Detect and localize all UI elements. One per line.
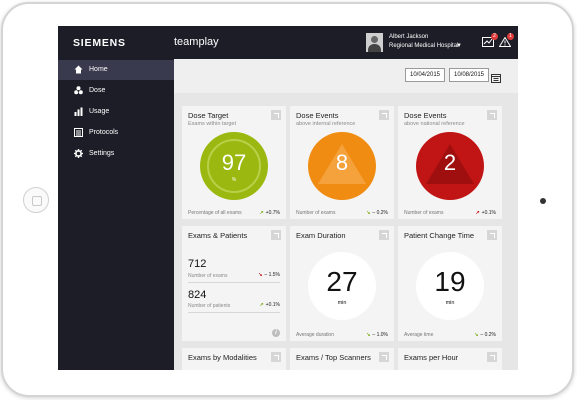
card-footer: Average duration [296, 332, 334, 338]
sidebar-item-usage[interactable]: Usage [58, 102, 174, 122]
card-title: Exams per Hour [404, 353, 459, 362]
expand-icon[interactable] [271, 352, 281, 362]
exams-trend: ↘ – 1.5% [258, 272, 280, 278]
app-name: teamplay [174, 36, 219, 48]
alert-badge: 1 [507, 33, 514, 40]
card-title: Patient Change Time [404, 231, 475, 240]
metric-value: 19 [434, 266, 466, 297]
sidebar-item-home[interactable]: Home [58, 60, 174, 80]
sidebar-item-dose[interactable]: Dose [58, 81, 174, 101]
card-exams-by-modalities[interactable]: Exams by Modalities [182, 348, 286, 370]
card-footer: Number of exams [296, 210, 336, 216]
card-dose-events-internal[interactable]: Dose Events above internal reference 8 N… [290, 106, 394, 219]
card-title: Exams by Modalities [188, 353, 257, 362]
expand-icon[interactable] [487, 352, 497, 362]
date-to-field[interactable]: 10/08/2015 [449, 68, 489, 82]
user-avatar[interactable] [366, 33, 383, 52]
top-bar: SIEMENS teamplay Albert Jackson Regional… [58, 26, 518, 59]
sidebar-item-settings[interactable]: Settings [58, 144, 174, 164]
radiation-icon [74, 86, 84, 96]
card-subtitle: Exams within target [188, 121, 236, 127]
gauge-value: 97 [221, 150, 247, 175]
divider [188, 282, 280, 283]
date-range-bar: 10/04/2015 10/08/2015 [174, 59, 518, 93]
card-exams-top-scanners[interactable]: Exams / Top Scanners [290, 348, 394, 370]
card-footer: Percentage of all exams [188, 210, 242, 216]
date-from-field[interactable]: 10/04/2015 [405, 68, 445, 82]
card-title: Exams & Patients [188, 231, 248, 240]
expand-icon[interactable] [271, 230, 281, 240]
card-title: Exam Duration [296, 231, 346, 240]
sidebar-item-label: Dose [89, 87, 106, 94]
chart-notification-icon[interactable] [482, 37, 496, 48]
sidebar-item-protocols[interactable]: Protocols [58, 123, 174, 143]
warning-icon[interactable] [499, 37, 513, 48]
divider [188, 312, 280, 313]
card-exams-per-hour[interactable]: Exams per Hour [398, 348, 502, 370]
home-icon [74, 65, 84, 75]
brand-logo: SIEMENS [73, 37, 126, 49]
sidebar-item-label: Protocols [89, 129, 119, 136]
expand-icon[interactable] [487, 110, 497, 120]
card-exam-duration[interactable]: Exam Duration 27 min Average duration ↘ –… [290, 226, 394, 341]
user-organization[interactable]: Regional Medical Hospital [389, 43, 459, 49]
trend-indicator: ↗ +0.1% [475, 210, 496, 216]
gauge-unit: % [231, 177, 237, 183]
sidebar-item-label: Home [89, 66, 108, 73]
sidebar: Home Dose Usage Protocols Settings [58, 59, 174, 370]
expand-icon[interactable] [379, 352, 389, 362]
patients-count: 824 [188, 289, 207, 301]
metric-unit: min [445, 300, 455, 306]
exam-duration-circle: 27 min [308, 252, 376, 320]
tablet-camera [540, 198, 546, 204]
metric-unit: min [337, 300, 347, 306]
tablet-home-button[interactable] [23, 187, 49, 213]
card-footer: Average time [404, 332, 434, 338]
metric-value: 27 [326, 266, 358, 297]
protocol-list-icon [74, 128, 84, 138]
card-patient-change-time[interactable]: Patient Change Time 19 min Average time … [398, 226, 502, 341]
patients-count-label: Number of patients [188, 303, 231, 309]
calendar-icon[interactable] [491, 70, 501, 83]
card-title: Dose Events [296, 111, 339, 120]
card-subtitle: above internal reference [296, 121, 356, 127]
exams-count-label: Number of exams [188, 273, 228, 279]
trend-indicator: ↘ – 0.2% [366, 210, 388, 216]
card-exams-patients[interactable]: Exams & Patients 712 Number of exams ↘ – … [182, 226, 286, 341]
dose-target-gauge: 97 % [200, 132, 268, 200]
expand-icon[interactable] [379, 230, 389, 240]
sidebar-item-label: Settings [89, 150, 115, 157]
gauge-value: 2 [443, 150, 457, 175]
patients-trend: ↗ +0.1% [259, 302, 280, 308]
patient-change-circle: 19 min [416, 252, 484, 320]
dose-events-internal-gauge: 8 [308, 132, 376, 200]
sidebar-item-label: Usage [89, 108, 110, 115]
card-title: Dose Events [404, 111, 447, 120]
app-screen: SIEMENS teamplay Albert Jackson Regional… [58, 26, 518, 370]
card-title: Exams / Top Scanners [296, 353, 371, 362]
user-name[interactable]: Albert Jackson [389, 34, 429, 40]
dose-events-national-gauge: 2 [416, 132, 484, 200]
gauge-value: 8 [335, 150, 349, 175]
card-subtitle: above national reference [404, 121, 465, 127]
notification-badge: 2 [491, 33, 498, 40]
card-title: Dose Target [188, 111, 229, 120]
card-footer: Number of exams [404, 210, 444, 216]
gear-icon [74, 149, 84, 159]
expand-icon[interactable] [487, 230, 497, 240]
expand-icon[interactable] [379, 110, 389, 120]
chevron-down-icon[interactable]: ▼ [456, 43, 462, 49]
trend-indicator: ↘ – 1.0% [366, 332, 388, 338]
card-dose-events-national[interactable]: Dose Events above national reference 2 N… [398, 106, 502, 219]
trend-indicator: ↘ – 0.2% [474, 332, 496, 338]
exams-count: 712 [188, 258, 207, 270]
card-dose-target[interactable]: Dose Target Exams within target 97 % Per… [182, 106, 286, 219]
bar-chart-icon [74, 107, 84, 117]
trend-indicator: ↗ +0.7% [259, 210, 280, 216]
info-icon[interactable]: i [272, 329, 280, 337]
expand-icon[interactable] [271, 110, 281, 120]
